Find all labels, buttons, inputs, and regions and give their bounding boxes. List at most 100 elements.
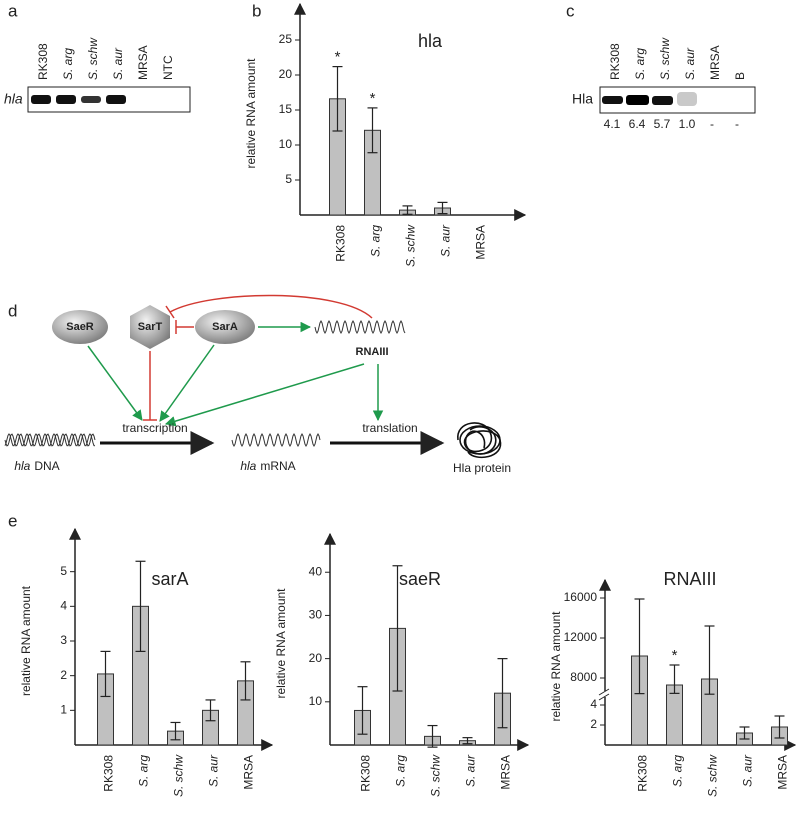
x-tick-label: MRSA (776, 755, 790, 790)
y-tick-label: 20 (279, 67, 293, 81)
stage: DNA (34, 459, 59, 473)
y-axis-label: relative RNA amount (274, 588, 288, 699)
x-tick-label: S. aur (207, 754, 221, 787)
x-tick-label: S. arg (394, 755, 408, 787)
lane-label: S. arg (61, 48, 75, 80)
y-tick-label: 2 (590, 717, 597, 731)
quantity-label: 4.1 (604, 117, 621, 131)
quantity-label: 6.4 (629, 117, 646, 131)
lane-label: MRSA (708, 45, 722, 80)
diagram: SaeR SarT SarA RNAIII transcription tran… (4, 294, 511, 475)
y-axis-label: relative RNA amount (549, 611, 563, 722)
stage: mRNA (260, 459, 295, 473)
lane-label: S. arg (633, 48, 647, 80)
lane-label: NTC (161, 55, 175, 80)
x-tick-label: RK308 (334, 225, 348, 262)
gene: hla (14, 459, 30, 473)
x-tick-label: S. arg (137, 755, 151, 787)
node-label: RNAIII (356, 346, 389, 358)
quantity-label: 5.7 (654, 117, 671, 131)
y-tick-label: 25 (279, 32, 293, 46)
gel-band (106, 95, 126, 104)
y-tick-label: 10 (309, 694, 323, 708)
step-label: translation (362, 421, 417, 435)
y-tick-label: 30 (309, 608, 323, 622)
chart-title: sarA (151, 569, 188, 589)
panel-label: a (8, 1, 18, 20)
node-label: SarT (138, 321, 163, 333)
lane-label: S. schw (86, 37, 100, 80)
node-shape (52, 310, 108, 344)
x-tick-label: S. schw (429, 754, 443, 797)
y-tick-label: 4 (590, 697, 597, 711)
y-tick-label: 15 (279, 102, 293, 116)
node-shape (195, 310, 255, 344)
lane-label: MRSA (136, 45, 150, 80)
chart-title: saeR (399, 569, 441, 589)
gel-row-label: Hla (572, 91, 593, 107)
y-tick-label: 16000 (564, 590, 598, 604)
y-tick-label: 4 (60, 599, 67, 613)
y-axis-label: relative RNA amount (19, 585, 33, 696)
x-tick-label: S. arg (671, 755, 685, 787)
bar (666, 684, 683, 746)
node-shape (130, 305, 170, 349)
annotation: * (672, 647, 678, 664)
gel-band (81, 96, 101, 103)
panel-label: e (8, 511, 17, 530)
gel-band (31, 95, 51, 104)
activate (164, 363, 365, 427)
lane-label: RK308 (608, 43, 622, 80)
activate (87, 345, 143, 421)
inhibit-bar (165, 305, 175, 319)
x-tick-label: MRSA (474, 225, 488, 260)
axis-break (598, 688, 610, 696)
x-tick-label: S. schw (404, 224, 418, 267)
x-tick-label: S. aur (464, 754, 478, 787)
axis-break (598, 693, 610, 701)
inhibit (169, 294, 373, 319)
gel-band (652, 96, 673, 105)
node-label: SaeR (66, 321, 94, 333)
gel-band (626, 95, 649, 105)
y-tick-label: 2 (60, 668, 67, 682)
gel-band (677, 92, 697, 106)
lane-label: B (733, 72, 747, 80)
step-label: transcription (122, 421, 187, 435)
annotation: * (370, 90, 376, 107)
activate (159, 344, 215, 422)
lane-label: RK308 (36, 43, 50, 80)
x-tick-label: MRSA (499, 755, 513, 790)
stage-label: hla DNA (14, 459, 59, 473)
gene: hla (240, 459, 256, 473)
y-tick-label: 12000 (564, 630, 598, 644)
x-tick-label: RK308 (102, 755, 116, 792)
gel-band (602, 96, 623, 104)
x-tick-label: RK308 (359, 755, 373, 792)
y-axis-label: relative RNA amount (244, 58, 258, 169)
y-tick-label: 5 (285, 172, 292, 186)
x-tick-label: MRSA (242, 755, 256, 790)
chart-title: RNAIII (663, 569, 716, 589)
quantity-label: - (735, 117, 739, 131)
node-label: SarA (212, 321, 238, 333)
x-tick-label: S. aur (439, 224, 453, 257)
x-tick-label: S. aur (741, 754, 755, 787)
lane-label: S. aur (111, 47, 125, 80)
gel-band (56, 95, 76, 104)
axis-break-gap (599, 691, 611, 697)
y-tick-label: 1 (60, 703, 67, 717)
gel-c: Hla RK308 S. arg S. schw S. aur MRSA B 4.1 6.4 5… (572, 37, 756, 131)
mrna-wave (231, 432, 321, 448)
lane-label: S. aur (683, 47, 697, 80)
dna-wave (4, 433, 96, 447)
y-tick-label: 8000 (570, 670, 597, 684)
annotation: * (335, 49, 341, 66)
chart-title: hla (418, 31, 443, 51)
x-tick-label: RK308 (636, 755, 650, 792)
panel-label: d (8, 301, 17, 320)
stage-label: hla mRNA (240, 459, 295, 473)
y-tick-label: 3 (60, 633, 67, 647)
y-tick-label: 20 (309, 651, 323, 665)
